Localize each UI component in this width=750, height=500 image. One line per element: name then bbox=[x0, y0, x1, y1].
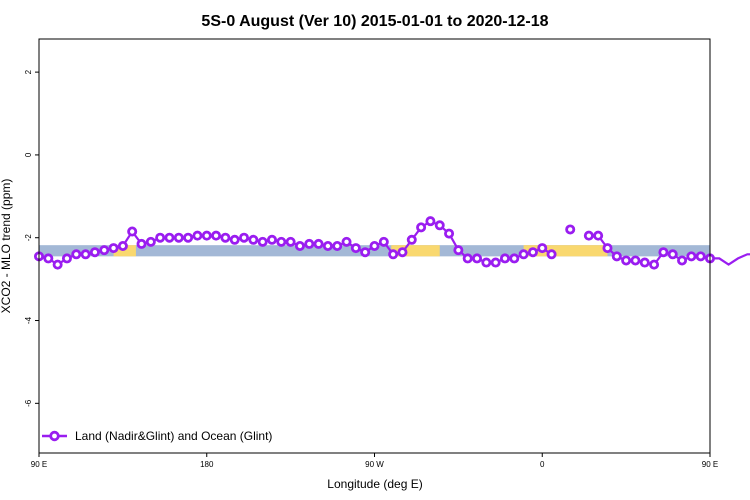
data-point bbox=[444, 228, 455, 239]
data-point bbox=[388, 249, 399, 260]
data-point bbox=[621, 255, 632, 266]
data-point bbox=[276, 236, 287, 247]
y-tick-label: -2 bbox=[24, 234, 33, 242]
data-point bbox=[481, 257, 492, 268]
data-point bbox=[80, 249, 91, 260]
data-point bbox=[201, 230, 212, 241]
data-point bbox=[61, 253, 72, 264]
data-point bbox=[369, 240, 380, 251]
y-tick-label: 2 bbox=[24, 69, 33, 74]
data-point bbox=[602, 243, 613, 254]
x-axis: 90 E 180 90 W 0 90 E bbox=[31, 453, 718, 469]
land-band-0 bbox=[113, 245, 136, 257]
data-point bbox=[248, 234, 259, 245]
data-point bbox=[416, 222, 427, 233]
series-point-layer bbox=[34, 216, 716, 270]
data-point bbox=[108, 243, 119, 254]
data-point bbox=[695, 251, 706, 262]
data-point bbox=[509, 253, 520, 264]
data-point bbox=[266, 234, 277, 245]
data-point bbox=[173, 232, 184, 243]
data-point bbox=[239, 232, 250, 243]
data-point bbox=[71, 249, 82, 260]
data-point bbox=[89, 247, 100, 258]
data-point bbox=[527, 247, 538, 258]
data-point bbox=[229, 234, 240, 245]
y-tick-label: -4 bbox=[24, 316, 33, 324]
data-point bbox=[183, 232, 194, 243]
data-point bbox=[499, 253, 510, 264]
data-point bbox=[639, 257, 650, 268]
data-point bbox=[686, 251, 697, 262]
data-point bbox=[378, 236, 389, 247]
land-band-2 bbox=[523, 245, 608, 257]
data-point bbox=[220, 232, 231, 243]
data-point bbox=[211, 230, 222, 241]
data-point bbox=[453, 245, 464, 256]
data-point bbox=[127, 226, 138, 237]
data-point bbox=[322, 240, 333, 251]
y-axis-label: XCO2 - MLO trend (ppm) bbox=[0, 179, 13, 314]
data-point bbox=[583, 230, 594, 241]
data-point bbox=[145, 236, 156, 247]
data-point bbox=[341, 236, 352, 247]
data-point bbox=[397, 247, 408, 258]
data-point bbox=[677, 255, 688, 266]
data-point bbox=[537, 243, 548, 254]
data-point bbox=[257, 236, 268, 247]
data-point bbox=[434, 220, 445, 231]
x-tick-label: 90 W bbox=[365, 460, 384, 469]
y-axis: -6 -4 -2 0 2 bbox=[24, 69, 39, 407]
data-point bbox=[43, 253, 54, 264]
data-point bbox=[294, 240, 305, 251]
data-point bbox=[490, 257, 501, 268]
data-point bbox=[406, 234, 417, 245]
data-point bbox=[117, 240, 128, 251]
data-point bbox=[360, 247, 371, 258]
data-point bbox=[518, 249, 529, 260]
x-axis-label: Longitude (deg E) bbox=[327, 477, 422, 491]
data-point bbox=[164, 232, 175, 243]
data-point bbox=[630, 255, 641, 266]
data-point bbox=[99, 245, 110, 256]
y-tick-label: 0 bbox=[24, 152, 33, 157]
legend-marker-swatch bbox=[49, 430, 60, 442]
data-point bbox=[192, 230, 203, 241]
data-point bbox=[304, 238, 315, 249]
y-tick-label: -6 bbox=[24, 399, 33, 407]
chart-title: 5S-0 August (Ver 10) 2015-01-01 to 2020-… bbox=[201, 13, 548, 30]
data-point bbox=[593, 230, 604, 241]
data-point bbox=[546, 249, 557, 260]
land-band-1 bbox=[391, 245, 440, 257]
legend: Land (Nadir&Glint) and Ocean (Glint) bbox=[42, 429, 272, 443]
data-point bbox=[462, 253, 473, 264]
data-point bbox=[332, 240, 343, 251]
x-tick-label: 90 E bbox=[702, 460, 718, 469]
x-tick-label: 90 E bbox=[31, 460, 47, 469]
data-point bbox=[350, 243, 361, 254]
data-point bbox=[425, 216, 436, 227]
data-point bbox=[565, 224, 576, 235]
data-point bbox=[611, 251, 622, 262]
data-point bbox=[472, 253, 483, 264]
x-tick-label: 0 bbox=[540, 460, 545, 469]
data-point bbox=[667, 249, 678, 260]
data-point bbox=[658, 247, 669, 258]
data-point bbox=[649, 259, 660, 270]
data-point bbox=[155, 232, 166, 243]
legend-label: Land (Nadir&Glint) and Ocean (Glint) bbox=[75, 429, 272, 443]
data-point bbox=[136, 238, 147, 249]
data-point bbox=[285, 236, 296, 247]
x-tick-label: 180 bbox=[200, 460, 214, 469]
data-point bbox=[313, 238, 324, 249]
data-point bbox=[52, 259, 63, 270]
